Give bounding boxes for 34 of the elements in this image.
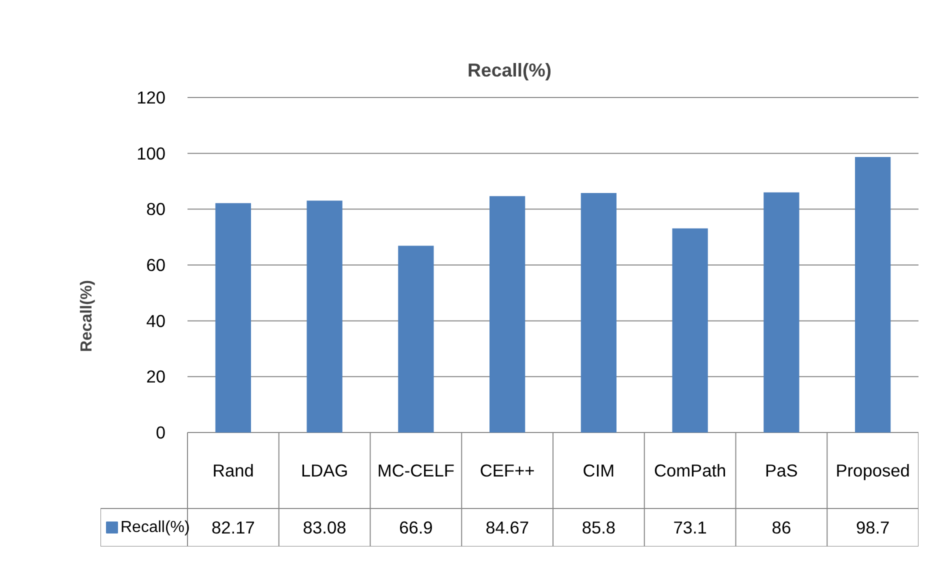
bar (398, 246, 434, 432)
y-tick-label: 100 (136, 143, 166, 164)
x-tick-label: LDAG (300, 460, 348, 480)
data-label: 66.9 (399, 518, 433, 538)
y-axis-title: Recall(%) (78, 280, 96, 352)
data-label: 84.67 (486, 518, 530, 538)
x-tick-label: MC-CELF (377, 460, 454, 480)
data-label: 98.7 (856, 518, 890, 538)
x-tick-label: Proposed (836, 460, 910, 480)
x-tick-label: PaS (765, 460, 798, 480)
data-label: 85.8 (582, 518, 616, 538)
data-label: 86 (772, 518, 792, 538)
chart-title: Recall(%) (468, 60, 552, 80)
bar (489, 196, 526, 432)
y-tick-label: 20 (146, 366, 166, 387)
bar (854, 156, 891, 432)
bar (215, 203, 252, 432)
bar (672, 228, 708, 432)
y-tick-label: 120 (136, 88, 166, 108)
y-tick-label: 80 (146, 199, 166, 220)
y-tick-label: 60 (146, 255, 166, 275)
legend-label: Recall(%) (120, 519, 190, 536)
x-tick-label: ComPath (654, 460, 726, 480)
x-tick-label: CEF++ (480, 460, 535, 480)
bar (764, 192, 800, 432)
x-tick-label: CIM (582, 460, 615, 480)
y-tick-label: 0 (156, 422, 166, 442)
bar (580, 192, 617, 432)
data-label: 82.17 (212, 518, 255, 538)
y-tick-label: 40 (146, 310, 166, 331)
data-label: 73.1 (673, 518, 707, 538)
x-tick-label: Rand (212, 460, 254, 480)
data-label: 83.08 (302, 518, 346, 538)
bar (306, 200, 342, 432)
